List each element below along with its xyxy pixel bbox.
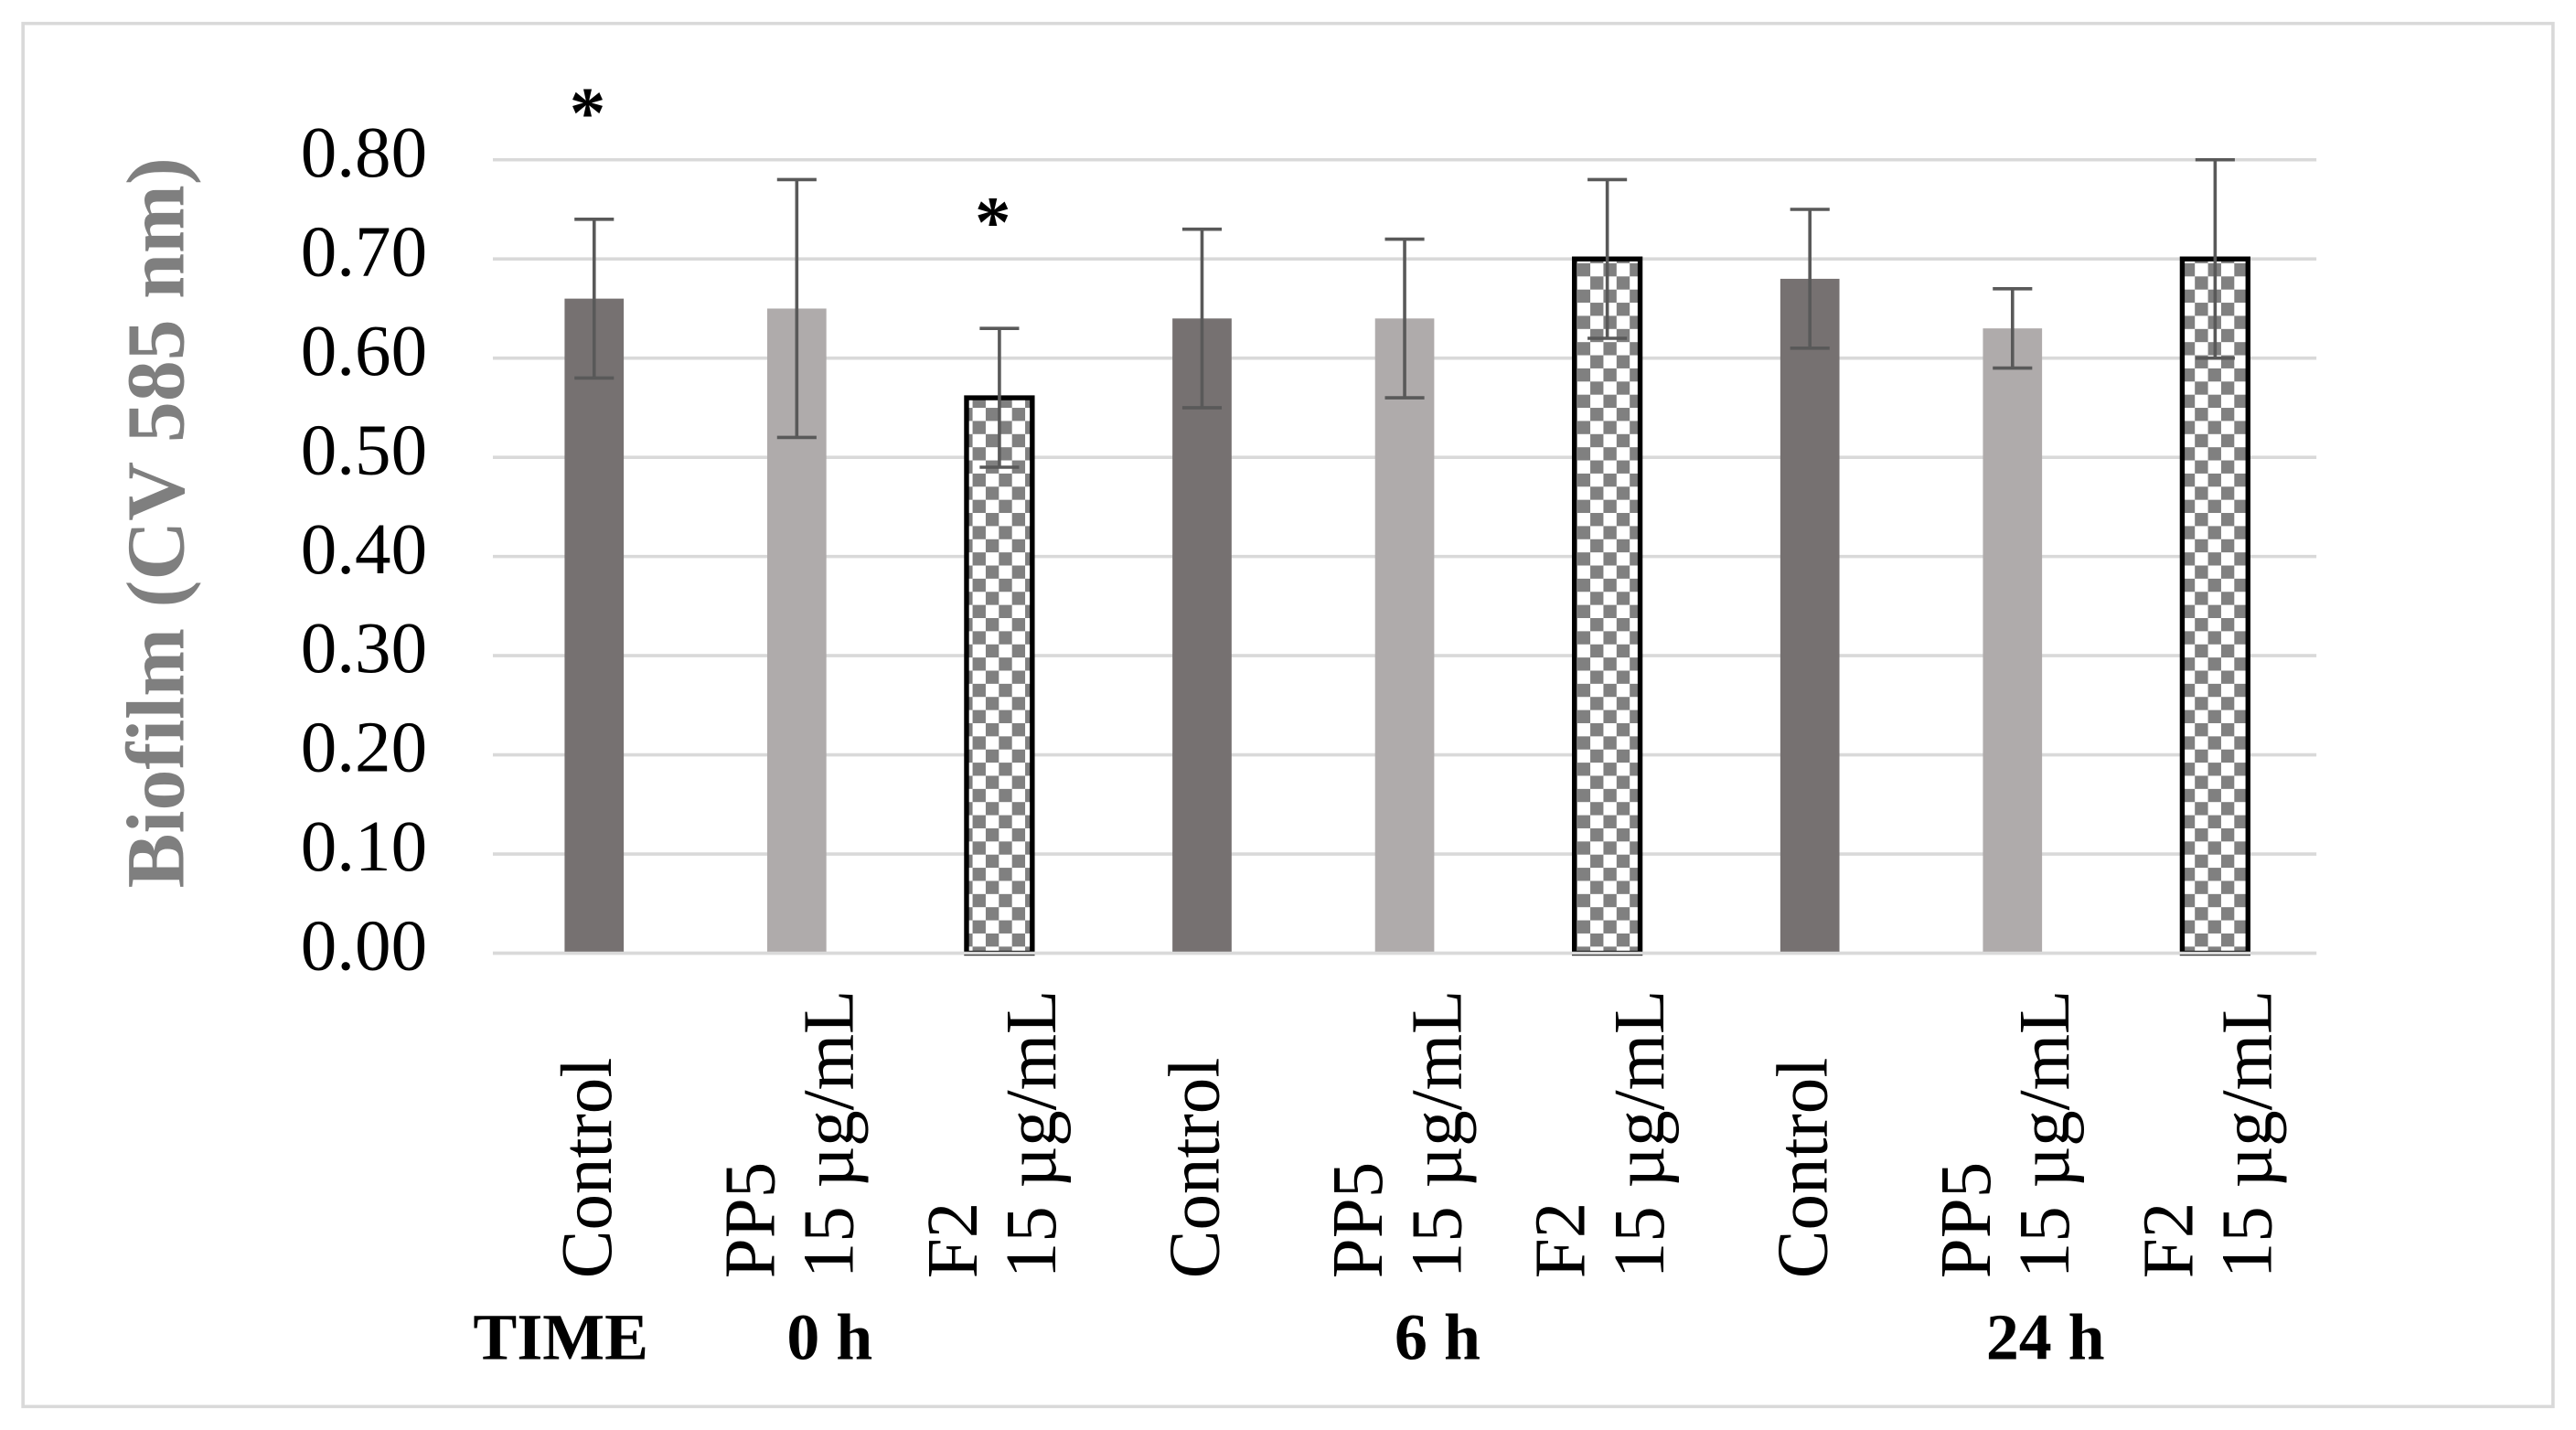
bar bbox=[1572, 256, 1643, 956]
x-tick-label: 15 µg/mL bbox=[790, 990, 870, 1279]
bar bbox=[1374, 318, 1435, 954]
y-axis-title: Biofilm (CV 585 nm) bbox=[111, 157, 201, 888]
x-tick-label: 15 µg/mL bbox=[1397, 990, 1477, 1279]
bar bbox=[2179, 256, 2250, 956]
y-tick-label: 0.20 bbox=[301, 709, 427, 788]
x-tick-label: Control bbox=[548, 1058, 627, 1279]
bar bbox=[964, 395, 1035, 956]
y-tick-label: 0.50 bbox=[301, 411, 427, 490]
group-title: TIME bbox=[473, 1301, 648, 1374]
x-tick-label: F2 bbox=[914, 1202, 993, 1278]
x-tick-label: 15 µg/mL bbox=[2005, 990, 2085, 1279]
x-tick-label: 15 µg/mL bbox=[2208, 990, 2288, 1279]
y-tick-label: 0.10 bbox=[301, 807, 427, 887]
group-label: 6 h bbox=[1395, 1301, 1480, 1374]
group-label: 24 h bbox=[1986, 1301, 2105, 1374]
y-tick-label: 0.40 bbox=[301, 510, 427, 590]
group-label: 0 h bbox=[786, 1301, 872, 1374]
bar bbox=[1983, 328, 2043, 954]
x-tick-label: F2 bbox=[1522, 1202, 1601, 1278]
x-tick-label: Control bbox=[1156, 1058, 1235, 1279]
x-tick-label: F2 bbox=[2129, 1202, 2208, 1278]
x-tick-label: 15 µg/mL bbox=[992, 990, 1072, 1279]
y-tick-label: 0.30 bbox=[301, 609, 427, 688]
y-tick-label: 0.60 bbox=[301, 312, 427, 391]
bar bbox=[564, 298, 625, 954]
y-tick-label: 0.80 bbox=[301, 113, 427, 193]
y-tick-label: 0.00 bbox=[301, 907, 427, 987]
chart-frame bbox=[21, 21, 2555, 1409]
x-tick-label: PP5 bbox=[1319, 1162, 1398, 1278]
x-tick-label: 15 µg/mL bbox=[1600, 990, 1680, 1279]
annotation: * bbox=[570, 74, 606, 154]
bar bbox=[1172, 318, 1232, 954]
bar bbox=[1780, 278, 1840, 954]
x-tick-label: PP5 bbox=[1927, 1162, 2006, 1278]
x-tick-label: PP5 bbox=[711, 1162, 790, 1278]
annotation: * bbox=[975, 184, 1011, 263]
y-tick-label: 0.70 bbox=[301, 212, 427, 292]
x-tick-label: Control bbox=[1763, 1058, 1843, 1279]
